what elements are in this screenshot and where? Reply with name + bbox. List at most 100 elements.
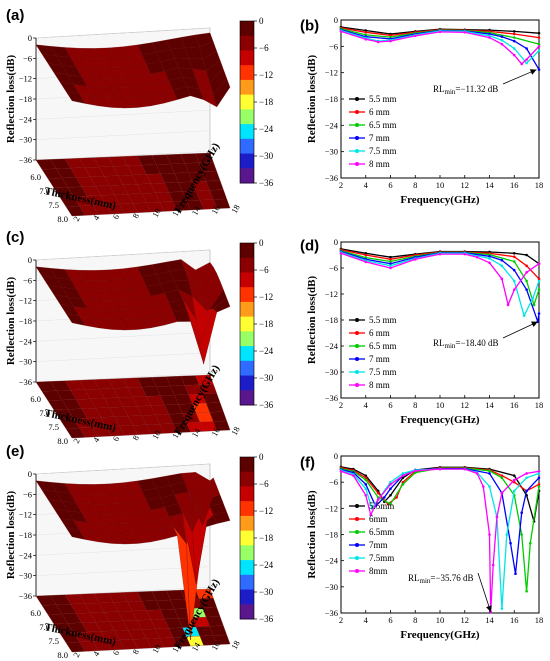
x-tick-label: 12 <box>461 180 470 190</box>
legend-label: 7 mm <box>369 133 390 143</box>
legend-marker <box>355 149 359 153</box>
z-grid-line <box>35 463 211 475</box>
series-point <box>389 480 392 484</box>
series-point <box>438 30 442 34</box>
chart-b: (b) 2 4 6 8 10 12 14 16 18 0 −6 −12 −18 −24 −30 −36 Frequ… <box>300 15 543 206</box>
colorbar-segment <box>240 560 254 576</box>
z-tick-label: −6 <box>23 275 32 285</box>
floor-heat-cell <box>213 420 231 431</box>
frequency-tick-label: 12 <box>170 206 183 218</box>
panel-label: (e) <box>6 443 24 460</box>
colorbar-segment <box>240 109 254 125</box>
colorbar-segment <box>240 501 254 517</box>
x-tick-label: 12 <box>461 400 470 410</box>
colorbar-segment <box>240 589 254 605</box>
series-point <box>537 262 541 265</box>
colorbar-segment <box>240 360 254 377</box>
x-tick-label: 16 <box>510 180 519 190</box>
series-point <box>509 541 512 545</box>
frequency-tick-label: 4 <box>91 435 102 444</box>
series-point <box>369 513 373 517</box>
z-tick-label: −30 <box>19 357 32 367</box>
y-tick-label: 0 <box>334 15 338 25</box>
series-point <box>364 476 368 480</box>
legend-marker <box>355 331 359 335</box>
frequency-tick-label: 6 <box>110 434 121 442</box>
series-point <box>389 255 392 259</box>
colorbar-segment <box>240 471 254 487</box>
x-tick-label: 14 <box>485 180 494 190</box>
surface-c: (c) 0 −6 −12 −18 −24 −30 −36 Reflection loss(dB)… <box>5 229 274 446</box>
legend-marker <box>355 530 359 534</box>
min-rl-annotation: RLmin=−11.32 dB <box>433 84 498 96</box>
z-tick-label: −12 <box>19 510 32 520</box>
thickness-tick-label: 6.0 <box>30 394 41 404</box>
colorbar-segment <box>240 50 254 66</box>
x-tick-label: 16 <box>510 400 519 410</box>
colorbar-segment <box>240 287 254 303</box>
legend-marker <box>355 383 359 387</box>
z-tick-label: −24 <box>19 114 33 124</box>
annotation-arrowhead <box>529 69 537 75</box>
x-tick-label: 10 <box>436 180 445 190</box>
y-tick-label: −30 <box>325 147 338 157</box>
surface-cell <box>195 262 214 290</box>
thickness-tick-label: 7.0 <box>39 408 50 418</box>
series-point <box>364 253 368 257</box>
series-point <box>512 268 516 272</box>
colorbar-tick-label: −24 <box>259 124 274 134</box>
legend-label: 7.5 mm <box>369 146 397 156</box>
colorbar-segment <box>240 574 254 591</box>
series-point <box>364 487 368 491</box>
thickness-tick-label: 8.0 <box>57 650 68 660</box>
series-point <box>512 47 516 50</box>
frequency-tick-label: 10 <box>150 429 163 441</box>
series-point <box>352 474 355 477</box>
colorbar-tick-label: −6 <box>259 265 269 275</box>
z-tick-label: 0 <box>28 255 32 265</box>
x-tick-label: 4 <box>364 400 369 410</box>
frequency-tick-label: 10 <box>150 643 163 655</box>
series-point <box>537 31 541 35</box>
colorbar-segment <box>240 168 254 184</box>
series-point <box>482 485 485 488</box>
legend-label: 8 mm <box>369 380 390 390</box>
x-tick-label: 18 <box>535 400 544 410</box>
thickness-tick-label: 8.0 <box>57 436 68 446</box>
series-point <box>364 260 368 264</box>
series-point <box>438 467 442 471</box>
colorbar-segment <box>240 545 254 561</box>
series-point <box>500 474 504 477</box>
series-point <box>525 288 528 291</box>
x-tick-label: 4 <box>364 615 369 625</box>
annotation-arrowhead <box>531 321 538 327</box>
min-rl-annotation: RLmin=−35.76 dB <box>408 573 474 585</box>
colorbar-tick-label: −12 <box>259 292 273 302</box>
y-tick-label: −36 <box>325 173 338 183</box>
frequency-tick-label: 4 <box>91 649 102 658</box>
thickness-tick-label: 6.0 <box>30 608 41 618</box>
surface-cell <box>195 32 214 48</box>
series-point <box>389 493 392 497</box>
series-point <box>500 42 504 46</box>
y-axis-title: Reflection loss(dB) <box>306 276 318 365</box>
thickness-tick-label: 7.5 <box>48 200 59 210</box>
thickness-tick-label: 6.0 <box>30 172 41 182</box>
x-tick-label: 16 <box>510 615 519 625</box>
z-tick-label: −18 <box>19 94 32 104</box>
series-point <box>537 476 541 480</box>
z-tick-label: −6 <box>23 489 32 499</box>
colorbar-segment <box>240 153 254 169</box>
colorbar-tick-label: −24 <box>259 346 274 356</box>
series-point <box>512 478 516 482</box>
series-point <box>395 496 398 499</box>
legend-marker <box>355 97 359 101</box>
annotation-arrow <box>502 321 538 339</box>
series-point <box>512 32 516 36</box>
series-point <box>537 279 541 283</box>
series-point <box>364 493 368 497</box>
series-point <box>488 254 491 258</box>
x-tick-label: 18 <box>535 615 544 625</box>
colorbar-tick-label: −18 <box>259 97 274 107</box>
series-point <box>525 253 528 257</box>
